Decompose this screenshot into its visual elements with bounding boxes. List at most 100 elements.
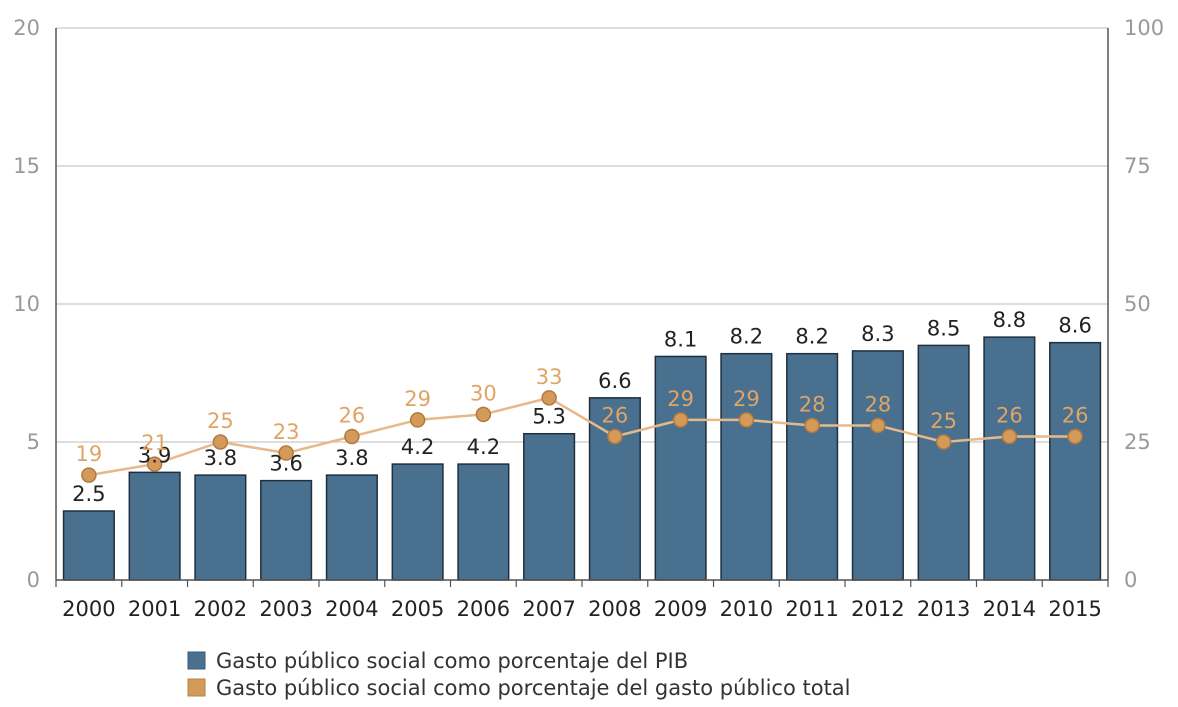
line-point-2006 xyxy=(475,406,492,423)
bar-label-2006: 4.2 xyxy=(467,435,500,459)
bar-2013 xyxy=(917,344,970,581)
line-point-2015 xyxy=(1067,428,1083,445)
line-series xyxy=(81,390,1083,483)
x-tick-2013: 2013 xyxy=(917,597,970,621)
bar-2015 xyxy=(1049,341,1102,581)
bar-label-2000: 2.5 xyxy=(72,482,105,506)
y-left-tick-0: 0 xyxy=(27,568,40,592)
line-point-2005 xyxy=(409,412,426,428)
legend: Gasto público social como porcentaje del… xyxy=(187,649,851,700)
bar-label-2014: 8.8 xyxy=(993,308,1026,332)
line-path xyxy=(88,396,1076,477)
line-label-2001: 21 xyxy=(141,431,168,455)
line-point-2014 xyxy=(1001,428,1018,445)
line-point-2010 xyxy=(738,412,755,428)
y-left-tick-20: 20 xyxy=(13,16,40,40)
x-tick-2012: 2012 xyxy=(851,597,904,621)
line-point-2004 xyxy=(344,428,360,445)
bar-label-2012: 8.3 xyxy=(861,322,894,346)
bar-2009 xyxy=(654,355,707,581)
y-left-tick-5: 5 xyxy=(27,430,40,454)
bar-2007 xyxy=(523,432,576,581)
y-right-tick-75: 75 xyxy=(1124,154,1151,178)
bar-label-2005: 4.2 xyxy=(401,435,434,459)
line-label-2014: 26 xyxy=(996,403,1023,427)
x-tick-2006: 2006 xyxy=(457,597,510,621)
line-label-2003: 23 xyxy=(273,420,300,444)
data-labels: 2.5 3.9 3.8 3.6 3.8 4.2 4.2 5.3 6.6 8.1 8.2 8.2 8.3 8… xyxy=(72,308,1092,506)
line-point-2001 xyxy=(146,456,163,472)
bar-series xyxy=(62,336,1102,581)
bar-2012 xyxy=(851,350,904,581)
x-tick-2014: 2014 xyxy=(983,597,1036,621)
bar-label-2013: 8.5 xyxy=(927,316,960,340)
line-point-2012 xyxy=(870,417,886,434)
x-tick-2007: 2007 xyxy=(522,597,575,621)
bar-label-2001: 3.9 xyxy=(138,443,171,467)
y-left-tick-10: 10 xyxy=(13,292,40,316)
line-label-2008: 26 xyxy=(602,403,629,427)
line-label-2004: 26 xyxy=(339,403,366,427)
x-tick-2000: 2000 xyxy=(62,597,115,621)
x-tick-2008: 2008 xyxy=(588,597,641,621)
line-point-2003 xyxy=(278,445,294,461)
line-label-2006: 30 xyxy=(470,381,497,405)
bar-2003 xyxy=(260,479,313,581)
bar-2002 xyxy=(194,474,247,581)
x-tick-2001: 2001 xyxy=(128,597,181,621)
axes: 0 5 10 15 20 0 25 50 75 100 2000 2001 2002 2003 2004 20… xyxy=(13,16,1164,621)
legend-label-bar: Gasto público social como porcentaje del… xyxy=(216,649,688,673)
bar-label-2008: 6.6 xyxy=(598,369,631,393)
bar-label-2003: 3.6 xyxy=(269,452,302,476)
line-label-2000: 19 xyxy=(76,442,103,466)
bar-2014 xyxy=(983,336,1036,581)
line-label-2002: 25 xyxy=(207,409,234,433)
bar-2000 xyxy=(62,510,115,581)
line-label-2007: 33 xyxy=(536,365,563,389)
line-label-2010: 29 xyxy=(733,387,760,411)
x-tick-2010: 2010 xyxy=(720,597,773,621)
bar-2001 xyxy=(128,471,181,581)
y-right-tick-100: 100 xyxy=(1124,16,1164,40)
line-label-2011: 28 xyxy=(799,392,826,416)
line-label-2012: 28 xyxy=(865,392,892,416)
bar-2006 xyxy=(457,463,510,581)
line-point-2013 xyxy=(935,434,952,450)
bar-label-2002: 3.8 xyxy=(204,446,237,470)
x-tick-2002: 2002 xyxy=(194,597,247,621)
line-point-2008 xyxy=(607,428,623,445)
line-point-2002 xyxy=(212,434,229,450)
line-point-2009 xyxy=(672,412,689,428)
x-tick-2003: 2003 xyxy=(259,597,312,621)
bar-2005 xyxy=(391,463,444,581)
bar-label-2015: 8.6 xyxy=(1058,314,1091,338)
bar-2010 xyxy=(720,352,773,581)
x-tick-2015: 2015 xyxy=(1048,597,1101,621)
line-point-2000 xyxy=(81,467,97,483)
y-left-tick-15: 15 xyxy=(13,154,40,178)
bar-2011 xyxy=(786,352,839,581)
legend-swatch-bar xyxy=(187,651,206,670)
bar-2004 xyxy=(325,474,378,581)
legend-label-line: Gasto público social como porcentaje del… xyxy=(216,676,851,700)
x-tick-2009: 2009 xyxy=(654,597,707,621)
bar-label-2009: 8.1 xyxy=(664,327,697,351)
line-label-2009: 29 xyxy=(667,387,694,411)
line-label-2005: 29 xyxy=(404,387,431,411)
bar-label-2007: 5.3 xyxy=(532,405,565,429)
line-label-2013: 25 xyxy=(930,409,957,433)
bar-label-2011: 8.2 xyxy=(795,325,828,349)
x-tick-2004: 2004 xyxy=(325,597,378,621)
line-point-2011 xyxy=(804,417,820,434)
bar-label-2004: 3.8 xyxy=(335,446,368,470)
x-tick-2011: 2011 xyxy=(785,597,838,621)
y-right-tick-0: 0 xyxy=(1124,568,1137,592)
line-point-2007 xyxy=(541,390,557,406)
line-label-2015: 26 xyxy=(1062,403,1089,427)
x-tick-2005: 2005 xyxy=(391,597,444,621)
bar-label-2010: 8.2 xyxy=(730,325,763,349)
legend-swatch-line xyxy=(187,678,206,697)
y-right-tick-50: 50 xyxy=(1124,292,1151,316)
